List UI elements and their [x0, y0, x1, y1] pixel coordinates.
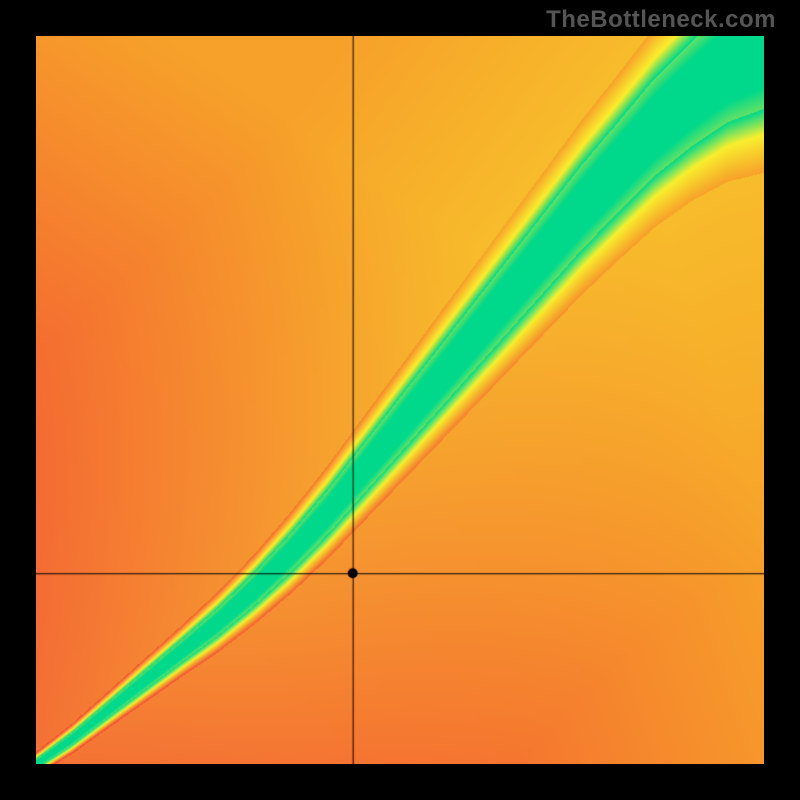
bottleneck-heatmap: [36, 36, 764, 764]
watermark-text: TheBottleneck.com: [546, 6, 776, 34]
